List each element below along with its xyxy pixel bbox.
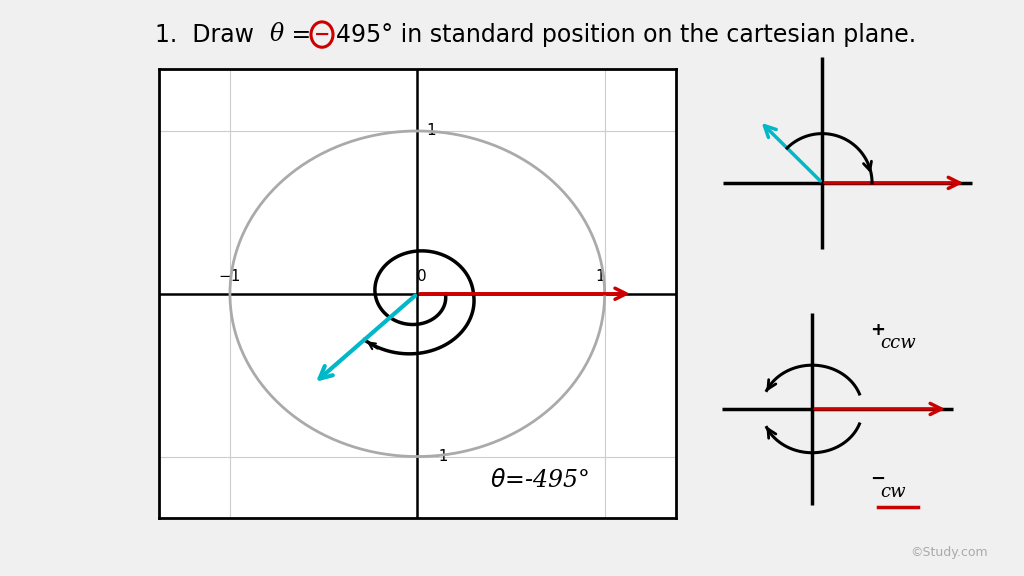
Text: −1: −1 [219,269,241,284]
Text: ©Study.com: ©Study.com [910,545,988,559]
Text: ccw: ccw [880,334,915,353]
Text: cw: cw [880,483,905,501]
Text: 1: 1 [595,269,604,284]
Text: −: − [870,470,885,488]
Text: 1.  Draw: 1. Draw [155,22,261,47]
Text: $\theta$=-495°: $\theta$=-495° [489,469,589,492]
Text: −1: −1 [427,449,449,464]
Text: θ: θ [270,23,285,46]
Text: 495° in standard position on the cartesian plane.: 495° in standard position on the cartesi… [336,22,916,47]
Text: −: − [313,25,330,44]
Text: 1: 1 [427,123,436,138]
Text: +: + [870,321,885,339]
Text: 0: 0 [418,269,427,284]
Text: =: = [284,22,311,47]
